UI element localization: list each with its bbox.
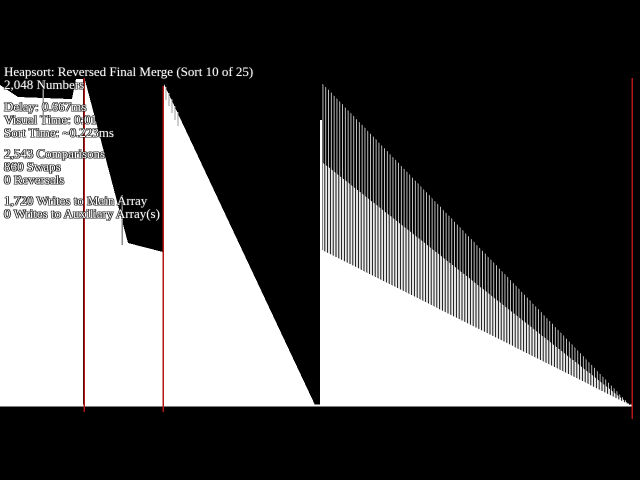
hud-group-timing: Delay: 0.667ms Visual Time: 0:01 Sort Ti… (4, 100, 253, 139)
gray-tick-4 (174, 106, 176, 120)
hud-group-title: Heapsort: Reversed Final Merge (Sort 10 … (4, 65, 253, 91)
sort-title: Heapsort: Reversed Final Merge (Sort 10 … (4, 64, 254, 79)
bar-run-second (85, 80, 163, 405)
aux-array-writes: 0 Writes to Auxiliary Array(s) (4, 206, 160, 221)
reversals-count: 0 Reversals (4, 172, 65, 187)
heap-solid-white-region (322, 250, 630, 405)
gray-tick-5 (177, 112, 179, 126)
swaps-count: 860 Swaps (4, 159, 61, 174)
comparisons-count: 2,543 Comparisons (4, 146, 106, 161)
bar-run-main-triangle (164, 84, 315, 405)
marker-line-3 (631, 78, 633, 419)
stats-hud: Heapsort: Reversed Final Merge (Sort 10 … (4, 65, 253, 228)
heap-dense-stripe-band (322, 162, 630, 405)
main-array-writes: 1,720 Writes to Main Array (4, 193, 148, 208)
marker-line-1 (83, 78, 85, 412)
bar-run-left (0, 79, 83, 405)
delay-readout: Delay: 0.667ms (4, 99, 87, 114)
gray-tick-1 (165, 87, 167, 100)
visual-time-readout: Visual Time: 0:01 (4, 112, 98, 127)
hud-group-writes: 1,720 Writes to Main Array 0 Writes to A… (4, 194, 253, 220)
array-size: 2,048 Numbers (4, 77, 85, 92)
baseline-strip (0, 404, 633, 407)
gray-tick-3 (171, 99, 173, 113)
gray-bar-spike (42, 80, 44, 125)
gray-bar-mid (121, 195, 123, 245)
sort-time-readout: Sort Time: ~0.223ms (4, 125, 114, 140)
marker-line-2 (162, 86, 164, 412)
midpoint-tall-bar (320, 120, 323, 405)
gray-tick-2 (168, 93, 170, 106)
hud-group-operations: 2,543 Comparisons 860 Swaps 0 Reversals (4, 147, 253, 186)
heap-sparse-stripe-band (322, 83, 630, 405)
